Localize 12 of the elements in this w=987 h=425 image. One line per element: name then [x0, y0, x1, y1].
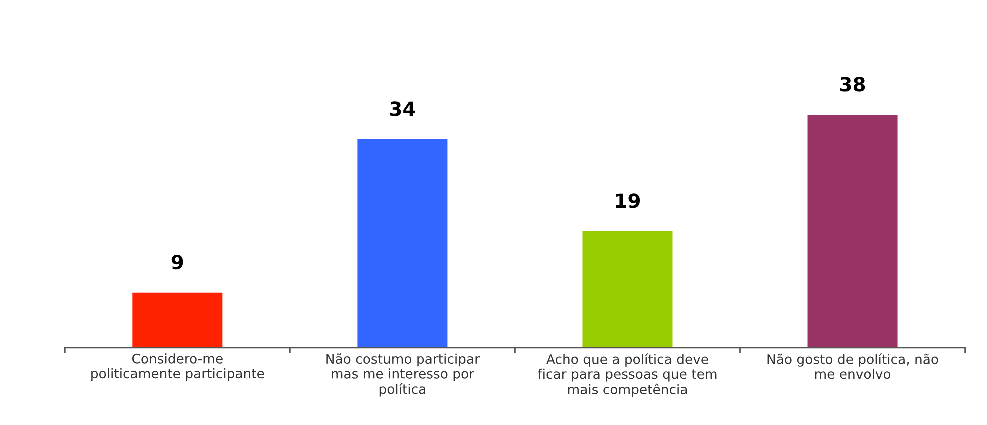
data-label: 19	[616, 194, 640, 208]
data-label: 9	[172, 254, 184, 270]
x-tick-label: Considero-me politicamente participante	[92, 354, 264, 382]
data-label: 38	[840, 77, 866, 92]
x-tick-label: Acho que a política deve ficar para pessoas que tem mais competência	[538, 354, 717, 398]
bar	[808, 115, 898, 348]
bar	[582, 232, 673, 348]
x-tick-label: Não gosto de política, não me envolvo	[768, 354, 938, 380]
bar	[358, 140, 448, 348]
bar	[132, 292, 223, 348]
data-label: 34	[390, 102, 416, 116]
x-tick-label: Não costumo participar mas me interesso por política	[326, 354, 480, 397]
